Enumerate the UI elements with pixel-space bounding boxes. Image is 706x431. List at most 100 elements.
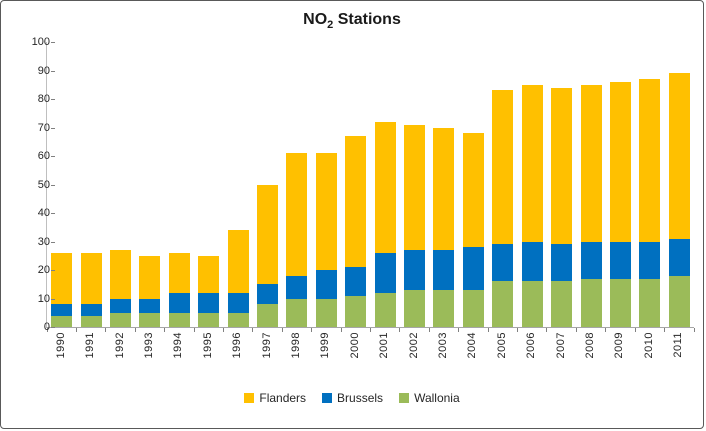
x-axis-label-1992: 1992	[105, 332, 134, 378]
bar-group-2002	[400, 42, 429, 327]
bar-stack	[315, 153, 337, 327]
bar-stack	[404, 124, 426, 327]
y-axis-tick-mark	[51, 298, 55, 300]
bar-segment-wallonia-2001	[374, 292, 396, 327]
x-axis-tick-mark	[693, 328, 695, 332]
y-axis-tick-mark	[51, 99, 55, 100]
bar-group-2009	[606, 42, 635, 327]
x-axis-label-text: 1996	[231, 332, 244, 359]
bar-segment-flanders-1994	[168, 252, 190, 293]
bar-group-1998	[282, 42, 311, 327]
legend-swatch-icon	[399, 393, 410, 403]
bar-segment-wallonia-2007	[551, 281, 573, 327]
x-axis-tick-mark	[458, 328, 460, 332]
bar-segment-flanders-2006	[521, 84, 543, 242]
bar-series-container	[47, 42, 694, 327]
bar-segment-wallonia-2004	[462, 289, 484, 327]
bar-stack	[168, 252, 190, 327]
y-axis-tick-label: 100	[31, 36, 50, 48]
bar-segment-brussels-1998	[286, 275, 308, 299]
bar-segment-brussels-1996	[227, 292, 249, 313]
bar-group-2007	[547, 42, 576, 327]
bar-segment-brussels-1993	[139, 298, 161, 313]
bar-segment-wallonia-1991	[80, 315, 102, 327]
x-axis-label-1996: 1996	[222, 332, 251, 378]
x-axis-tick-mark	[517, 328, 519, 332]
bar-segment-wallonia-2002	[404, 289, 426, 327]
x-axis-label-1999: 1999	[311, 332, 340, 378]
bar-stack	[345, 136, 367, 327]
legend-item-wallonia: Wallonia	[399, 391, 460, 405]
bar-segment-brussels-1991	[80, 304, 102, 316]
bar-segment-flanders-1998	[286, 153, 308, 276]
bar-segment-flanders-1996	[227, 230, 249, 293]
bar-stack	[521, 84, 543, 327]
legend-swatch-icon	[322, 393, 333, 403]
x-axis-label-1991: 1991	[75, 332, 104, 378]
x-axis-tick-mark	[252, 328, 254, 332]
x-axis-label-1995: 1995	[193, 332, 222, 378]
chart-title-subscript: 2	[327, 19, 334, 32]
legend-label: Wallonia	[414, 391, 460, 405]
legend: Flanders Brussels Wallonia	[1, 391, 703, 405]
y-axis-tick-label: 60	[37, 150, 50, 162]
y-axis-tick-label: 10	[37, 292, 50, 305]
x-axis-label-text: 2004	[466, 332, 479, 359]
x-axis-tick-mark	[664, 328, 666, 332]
x-axis-label-2005: 2005	[487, 332, 516, 378]
bar-segment-brussels-2004	[462, 247, 484, 290]
y-axis-tick-label: 20	[37, 264, 50, 276]
x-axis-tick-mark	[340, 328, 342, 332]
x-axis-label-2004: 2004	[458, 332, 487, 378]
x-axis-tick-mark	[193, 328, 195, 332]
bar-segment-flanders-1993	[139, 255, 161, 299]
bar-segment-brussels-2002	[404, 250, 426, 290]
bar-segment-brussels-2006	[521, 241, 543, 282]
x-axis-label-text: 2006	[525, 332, 538, 359]
bar-group-1991	[76, 42, 105, 327]
x-axis-label-2008: 2008	[575, 332, 604, 378]
bar-segment-flanders-2001	[374, 121, 396, 253]
bar-group-2001	[370, 42, 399, 327]
x-axis-tick-mark	[399, 328, 401, 332]
x-axis-tick-mark	[134, 328, 136, 332]
x-axis-tick-mark	[281, 328, 283, 332]
x-axis-label-2001: 2001	[369, 332, 398, 378]
bar-segment-brussels-1994	[168, 292, 190, 313]
x-axis-label-2009: 2009	[605, 332, 634, 378]
y-axis-tick-mark	[51, 70, 55, 72]
bar-stack	[609, 81, 631, 327]
x-axis-label-text: 1995	[201, 332, 214, 359]
bar-group-1992	[106, 42, 135, 327]
bar-group-2011	[665, 42, 694, 327]
bar-segment-brussels-2011	[668, 238, 690, 276]
bar-group-2010	[635, 42, 664, 327]
bar-stack	[668, 73, 690, 327]
x-axis-label-text: 1992	[113, 332, 126, 359]
bar-segment-wallonia-1999	[315, 298, 337, 327]
x-axis-tick-mark	[164, 328, 166, 332]
x-axis-label-1998: 1998	[281, 332, 310, 378]
bar-segment-flanders-1999	[315, 153, 337, 270]
bar-segment-wallonia-1997	[257, 304, 279, 327]
bar-group-1993	[135, 42, 164, 327]
x-axis-tick-mark	[311, 328, 313, 332]
bar-segment-brussels-1997	[257, 284, 279, 305]
bar-group-2000	[341, 42, 370, 327]
bar-stack	[286, 153, 308, 327]
bar-segment-brussels-1995	[198, 292, 220, 313]
bar-segment-flanders-2002	[404, 124, 426, 251]
bar-segment-flanders-2010	[639, 79, 661, 242]
x-axis-tick-mark	[605, 328, 607, 332]
bar-segment-brussels-2010	[639, 241, 661, 279]
x-axis-tick-mark	[46, 328, 48, 332]
bar-stack	[227, 230, 249, 327]
x-axis-label-text: 1998	[289, 332, 302, 359]
x-axis-label-text: 2003	[436, 332, 449, 359]
bar-segment-brussels-2007	[551, 244, 573, 282]
bar-segment-flanders-2000	[345, 136, 367, 268]
x-axis-tick-mark	[370, 328, 371, 332]
x-axis-label-1990: 1990	[46, 332, 75, 378]
x-axis-label-text: 2000	[348, 332, 361, 359]
